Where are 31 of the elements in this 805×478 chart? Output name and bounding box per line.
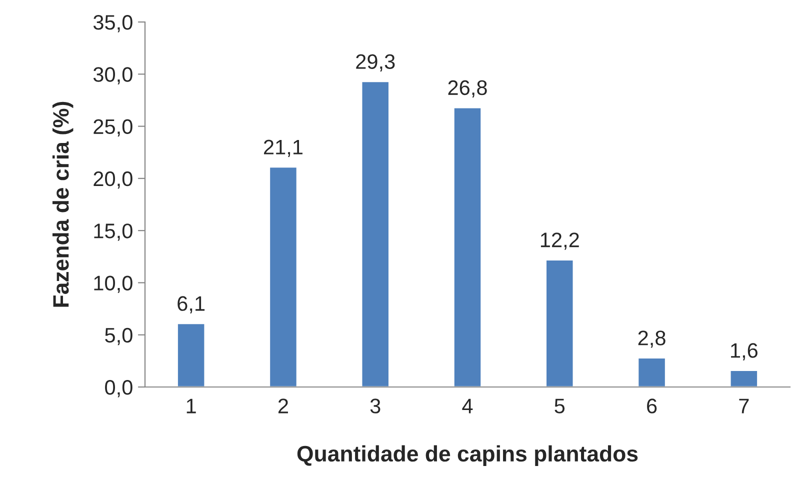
x-tick-label: 7: [739, 398, 749, 414]
bar: [176, 322, 206, 387]
y-tick-label: 5,0: [105, 328, 132, 346]
data-label: 29,3: [356, 54, 395, 72]
y-tick-label: 30,0: [93, 67, 132, 84]
data-label: 1,6: [731, 343, 758, 360]
data-label: 26,8: [448, 80, 487, 98]
bar: [268, 166, 298, 387]
x-tick-label: 3: [370, 398, 380, 414]
x-tick-label: 2: [278, 398, 288, 414]
y-tick-label: 35,0: [93, 15, 132, 32]
x-axis-title: Quantidade de capins plantados: [297, 445, 638, 466]
x-tick-label: 6: [647, 398, 657, 414]
y-tick-label: 20,0: [94, 171, 132, 189]
bar: [637, 357, 666, 387]
bar: [729, 370, 758, 387]
y-axis-title: Fazenda de cria (%): [52, 102, 74, 307]
data-label: 21,1: [264, 140, 302, 157]
y-tick-label: 15,0: [94, 224, 132, 241]
x-tick-label: 4: [462, 398, 473, 414]
bar: [452, 106, 482, 387]
data-label: 6,1: [178, 296, 205, 314]
bar: [545, 259, 574, 387]
x-tick-label: 1: [186, 398, 196, 414]
x-tick-label: 5: [554, 398, 565, 414]
y-tick-label: 0,0: [105, 380, 132, 398]
data-label: 2,8: [638, 330, 666, 348]
data-label: 12,2: [540, 232, 579, 250]
bar: [360, 80, 390, 387]
y-tick-label: 10,0: [94, 276, 132, 293]
y-tick-label: 25,0: [94, 119, 132, 136]
